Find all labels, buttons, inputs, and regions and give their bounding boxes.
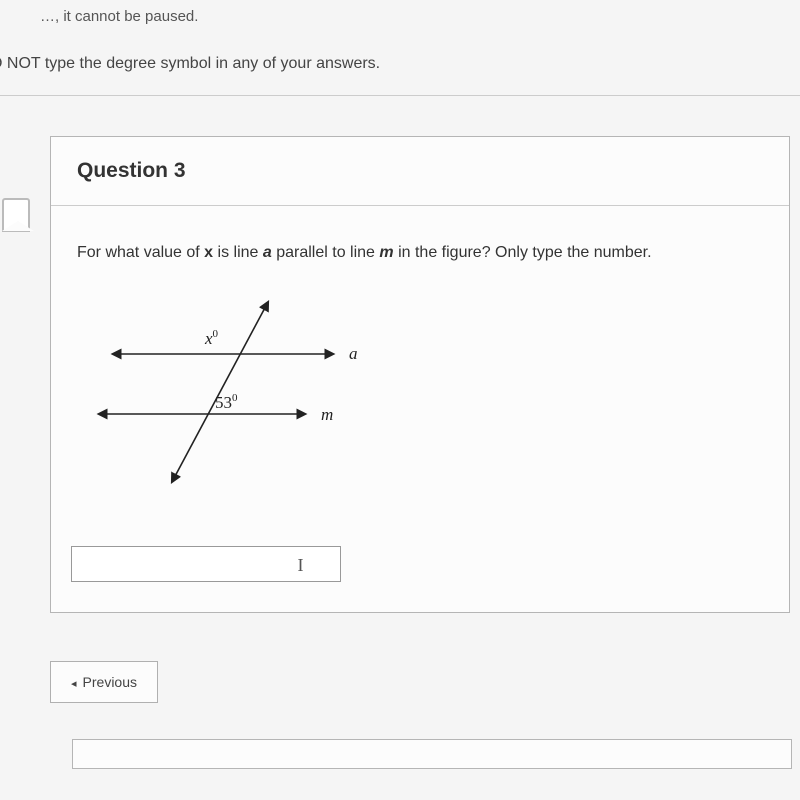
svg-text:m: m xyxy=(321,405,333,424)
prompt-text: For what value of xyxy=(77,244,204,261)
prompt-line-a: a xyxy=(263,244,272,261)
chevron-left-icon: ◂ xyxy=(71,677,77,690)
svg-text:x0: x0 xyxy=(204,328,219,348)
prompt-text: in the figure? Only type the number. xyxy=(394,244,652,261)
prompt-text: parallel to line xyxy=(272,244,380,261)
svg-text:530: 530 xyxy=(215,392,238,412)
question-card: Question 3 For what value of x is line a… xyxy=(50,136,790,613)
prompt-var-x: x xyxy=(204,244,213,261)
previous-label: Previous xyxy=(83,674,137,690)
question-body: For what value of x is line a parallel t… xyxy=(51,206,789,612)
nav-row: ◂ Previous xyxy=(50,661,800,703)
prompt-text: is line xyxy=(213,244,263,261)
previous-button[interactable]: ◂ Previous xyxy=(50,661,158,703)
instruction-text: O NOT type the degree symbol in any of y… xyxy=(0,33,800,96)
question-title: Question 3 xyxy=(51,137,789,206)
geometry-figure: a m x0 530 xyxy=(87,296,377,486)
answer-input[interactable] xyxy=(71,546,341,582)
bookmark-icon[interactable] xyxy=(2,198,30,232)
svg-text:a: a xyxy=(349,344,358,363)
question-prompt: For what value of x is line a parallel t… xyxy=(77,244,763,262)
top-fragment-text: …, it cannot be paused. xyxy=(0,0,800,33)
figure-svg: a m x0 530 xyxy=(87,296,377,486)
answer-row: I xyxy=(71,546,763,582)
page: …, it cannot be paused. O NOT type the d… xyxy=(0,0,800,769)
prompt-line-m: m xyxy=(379,244,393,261)
next-card-edge xyxy=(72,739,792,769)
